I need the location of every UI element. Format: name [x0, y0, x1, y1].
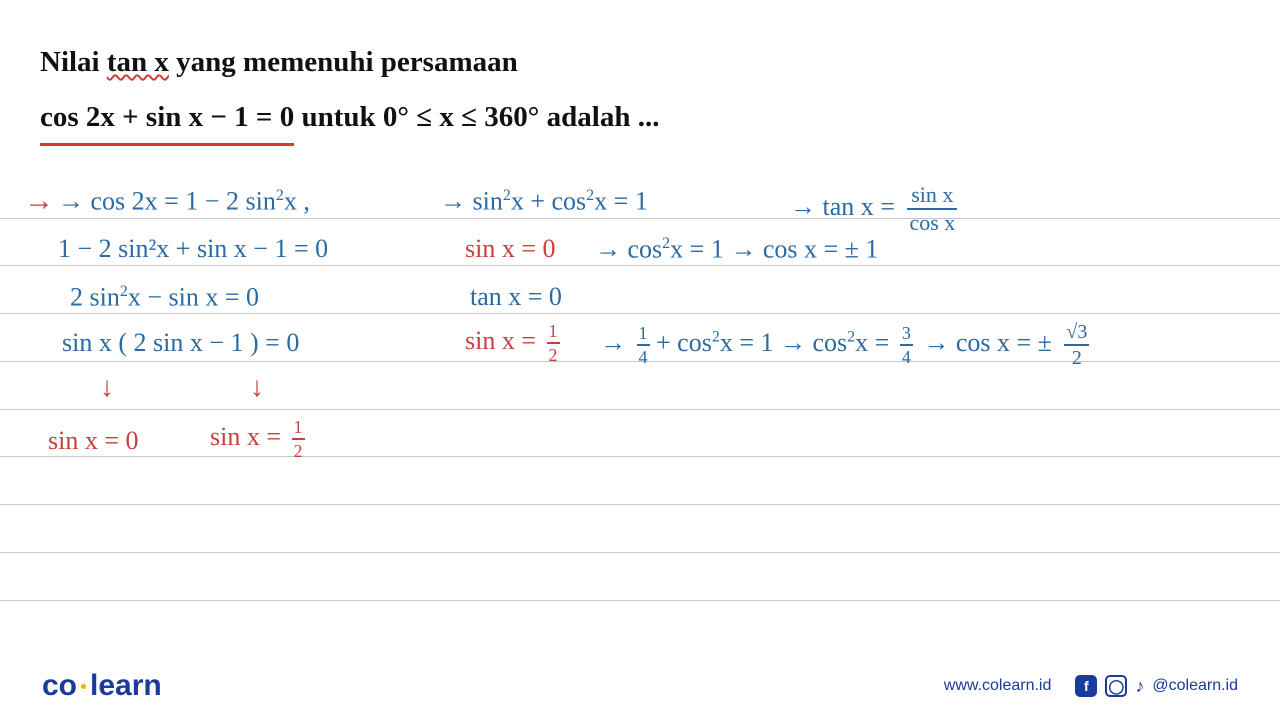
footer: colearn www.colearn.id f ◯ ♪ @colearn.id	[0, 652, 1280, 720]
hw-sup: 2	[712, 328, 720, 345]
fraction: 1 2	[547, 322, 560, 364]
hw-text: → cos	[595, 235, 662, 264]
brand-logo: colearn	[42, 669, 162, 703]
hw-2c: → cos2x = 1 → cos x = ± 1	[595, 236, 878, 263]
hw-text: x ,	[284, 187, 310, 216]
brand-dot-icon	[81, 684, 86, 689]
hw-text: → cos x = ±	[923, 328, 1052, 357]
denominator: 2	[292, 440, 305, 460]
hw-2b-sinx0: sin x = 0	[465, 236, 556, 262]
hw-3a: 2 sin2x − sin x = 0	[70, 284, 259, 311]
hw-text: x + cos	[511, 187, 586, 216]
fraction: √3 2	[1064, 322, 1089, 368]
hw-text: sin x =	[210, 422, 281, 451]
hw-1-cos2x: → cos 2x = 1 − 2 sin2x ,	[58, 188, 310, 215]
hw-arrow: →	[600, 328, 626, 357]
hw-text: sin x =	[465, 326, 536, 355]
down-arrow-icon: ↓	[100, 374, 114, 402]
problem-line1-pre: Nilai	[40, 46, 107, 78]
numerator: sin x	[907, 184, 957, 210]
social-icons: f ◯ ♪ @colearn.id	[1075, 675, 1238, 697]
hw-4-chain: → 1 4 + cos2x = 1 → cos2x = 3 4 → cos x …	[600, 322, 1089, 368]
hw-sup: 2	[120, 283, 128, 300]
denominator: 2	[1064, 346, 1089, 368]
fraction: 1 4	[637, 324, 650, 366]
hw-4b-sinx-half: sin x = 1 2	[465, 322, 560, 364]
fraction: sin x cos x	[907, 184, 957, 234]
problem-line1-post: yang memenuhi persamaan	[169, 46, 518, 78]
hw-1-tanx: → tan x = sin x cos x	[790, 184, 957, 234]
ruled-line	[0, 313, 1280, 314]
hw-3b-tanx0: tan x = 0	[470, 284, 562, 310]
numerator: 1	[637, 324, 650, 346]
arrow-icon: →	[24, 186, 54, 216]
problem-line-1: Nilai tan x yang memenuhi persamaan	[40, 38, 1240, 87]
brand-part-b: learn	[90, 669, 162, 702]
problem-line2-post: untuk 0° ≤ x ≤ 360° adalah ...	[294, 101, 659, 133]
instagram-icon: ◯	[1105, 675, 1127, 697]
footer-url: www.colearn.id	[944, 677, 1052, 695]
hw-sup: 2	[847, 328, 855, 345]
denominator: 2	[547, 344, 560, 364]
denominator: 4	[900, 346, 913, 366]
ruled-line	[0, 265, 1280, 266]
hw-text: → tan x =	[790, 192, 895, 221]
ruled-line	[0, 456, 1280, 457]
fraction: 3 4	[900, 324, 913, 366]
hw-text: x = 1	[594, 187, 648, 216]
down-arrow-icon: ↓	[250, 374, 264, 402]
hw-2a: 1 − 2 sin²x + sin x − 1 = 0	[58, 236, 328, 262]
hw-text: x = 1 → cos x = ± 1	[670, 235, 878, 264]
problem-line-2: cos 2x + sin x − 1 = 0 untuk 0° ≤ x ≤ 36…	[40, 93, 1240, 142]
work-area: → → cos 2x = 1 − 2 sin2x , → sin2x + cos…	[0, 160, 1280, 720]
denominator: 4	[637, 346, 650, 366]
hw-4a-factor: sin x ( 2 sin x − 1 ) = 0	[62, 330, 299, 356]
hw-text: 2 sin	[70, 283, 120, 312]
brand-part-a: co	[42, 669, 77, 702]
tiktok-icon: ♪	[1135, 676, 1144, 697]
problem-tanx: tan x	[107, 46, 169, 78]
hw-text: → cos 2x = 1 − 2 sin	[58, 187, 276, 216]
numerator: 1	[292, 418, 305, 440]
hw-sup: 2	[662, 235, 670, 252]
ruled-line	[0, 504, 1280, 505]
numerator: √3	[1064, 322, 1089, 346]
numerator: 1	[547, 322, 560, 344]
ruled-line	[0, 409, 1280, 410]
problem-statement: Nilai tan x yang memenuhi persamaan cos …	[0, 0, 1280, 153]
footer-right: www.colearn.id f ◯ ♪ @colearn.id	[944, 675, 1238, 697]
hw-text: x =	[855, 328, 889, 357]
hw-6a-sinx0: sin x = 0	[48, 428, 139, 454]
hw-text: x = 1 → cos	[720, 328, 847, 357]
footer-handle: @colearn.id	[1152, 677, 1238, 695]
ruled-line	[0, 600, 1280, 601]
problem-equation: cos 2x + sin x − 1 = 0	[40, 93, 294, 142]
hw-text: → sin	[440, 187, 503, 216]
fraction: 1 2	[292, 418, 305, 460]
hw-sup: 2	[503, 187, 511, 204]
facebook-icon: f	[1075, 675, 1097, 697]
denominator: cos x	[907, 210, 957, 234]
ruled-line	[0, 218, 1280, 219]
hw-6b-sinx-half: sin x = 1 2	[210, 418, 305, 460]
hw-text: x − sin x = 0	[128, 283, 259, 312]
hw-text: + cos	[656, 328, 712, 357]
hw-1-identity: → sin2x + cos2x = 1	[440, 188, 648, 215]
numerator: 3	[900, 324, 913, 346]
ruled-line	[0, 552, 1280, 553]
hw-sup: 2	[586, 187, 594, 204]
hw-sup: 2	[276, 187, 284, 204]
